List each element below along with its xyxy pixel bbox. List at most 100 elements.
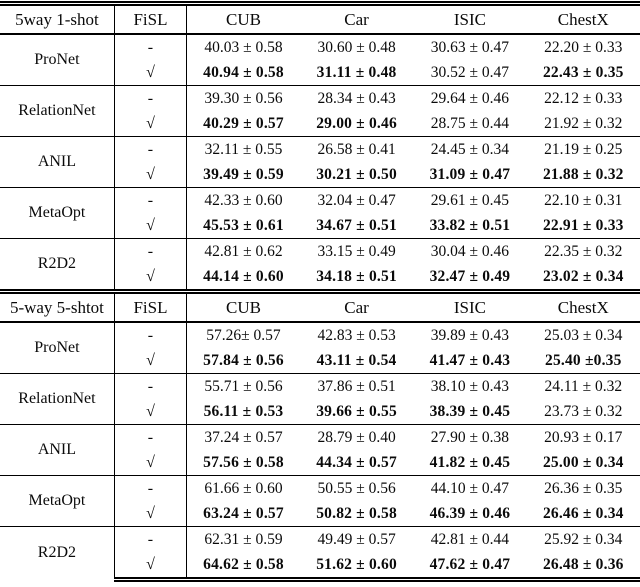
metric-value: 43.11 ± 0.54	[316, 351, 397, 369]
fisl-flag: -	[114, 136, 188, 162]
fisl-flag: -	[114, 373, 188, 399]
metric-value: 32.47 ± 0.49	[429, 267, 511, 285]
fisl-flag: -	[114, 475, 188, 501]
metric-value: 25.00 ± 0.34	[542, 453, 624, 471]
table-row: ANIL - 32.11 ± 0.55 26.58 ± 0.41 24.45 ±…	[0, 136, 640, 188]
metric-value: 25.92 ± 0.34	[526, 526, 640, 552]
table-row: √ 44.14 ± 0.60 34.18 ± 0.51 32.47 ± 0.49…	[0, 264, 640, 292]
method-name: RelationNet	[0, 85, 115, 137]
metric-value: 22.43 ± 0.35	[542, 63, 624, 81]
metric-value: 32.11 ± 0.55	[186, 136, 300, 162]
fisl-flag-check: √	[114, 450, 188, 476]
section2-title: 5-way 5-shtot	[0, 289, 115, 323]
metric-value: 23.73 ± 0.32	[544, 402, 623, 420]
metric-value: 22.10 ± 0.31	[526, 187, 640, 213]
metric-value: 50.55 ± 0.56	[299, 475, 414, 501]
metric-value: 40.94 ± 0.58	[203, 63, 284, 81]
table-row: R2D2 - 62.31 ± 0.59 49.49 ± 0.57 42.81 ±…	[0, 526, 640, 580]
table-row: ProNet - 40.03 ± 0.58 30.60 ± 0.48 30.63…	[0, 34, 640, 86]
dataset-header-cub: CUB	[186, 289, 300, 323]
metric-value: 42.33 ± 0.60	[186, 187, 300, 213]
metric-value: 62.31 ± 0.59	[186, 526, 300, 552]
metric-value: 33.15 ± 0.49	[299, 238, 414, 264]
metric-value: 30.04 ± 0.46	[413, 238, 527, 264]
metric-value: 51.62 ± 0.60	[299, 552, 414, 582]
metric-value: 29.64 ± 0.46	[413, 85, 527, 111]
table-row: √ 63.24 ± 0.57 50.82 ± 0.58 46.39 ± 0.46…	[0, 501, 640, 527]
section2-header-row: 5-way 5-shtot FiSL CUB Car ISIC ChestX	[0, 289, 640, 323]
fisl-flag: -	[114, 424, 188, 450]
metric-value: 33.82 ± 0.51	[429, 216, 511, 234]
checkmark-icon: √	[146, 114, 155, 132]
checkmark-icon: √	[146, 351, 155, 369]
metric-value: 56.11 ± 0.53	[203, 402, 284, 420]
metric-value: 26.36 ± 0.35	[526, 475, 640, 501]
metric-value: 42.81 ± 0.62	[186, 238, 300, 264]
metric-value: 21.88 ± 0.32	[542, 165, 624, 183]
dataset-header-car: Car	[299, 1, 414, 35]
metric-value: 49.49 ± 0.57	[299, 526, 414, 552]
dataset-header-isic: ISIC	[413, 1, 527, 35]
table-row: MetaOpt - 42.33 ± 0.60 32.04 ± 0.47 29.6…	[0, 187, 640, 239]
metric-value: 34.18 ± 0.51	[316, 267, 397, 285]
metric-value: 45.53 ± 0.61	[203, 216, 284, 234]
dataset-header-chestx: ChestX	[526, 289, 640, 323]
table-row: √ 40.94 ± 0.58 31.11 ± 0.48 30.52 ± 0.47…	[0, 60, 640, 86]
metric-value: 42.83 ± 0.53	[317, 326, 396, 344]
method-name: R2D2	[0, 526, 115, 580]
fisl-flag-check: √	[114, 501, 188, 527]
metric-value: 40.03 ± 0.58	[204, 38, 283, 56]
metric-value: 57.26± 0.57	[206, 326, 281, 344]
table-row: RelationNet - 39.30 ± 0.56 28.34 ± 0.43 …	[0, 85, 640, 137]
metric-value: 37.24 ± 0.57	[186, 424, 300, 450]
table-row: RelationNet - 55.71 ± 0.56 37.86 ± 0.51 …	[0, 373, 640, 425]
metric-value: 24.45 ± 0.34	[413, 136, 527, 162]
method-name: ANIL	[0, 424, 115, 476]
metric-value: 64.62 ± 0.58	[186, 552, 300, 582]
fisl-column-header: FiSL	[114, 1, 188, 35]
checkmark-icon: √	[146, 165, 155, 183]
metric-value: 23.02 ± 0.34	[542, 267, 624, 285]
metric-value: 22.91 ± 0.33	[542, 216, 624, 234]
method-name: R2D2	[0, 238, 115, 292]
fisl-flag-check: √	[114, 213, 188, 239]
fisl-column-header: FiSL	[114, 289, 188, 323]
dataset-header-cub: CUB	[186, 1, 300, 35]
metric-value: 57.56 ± 0.58	[203, 453, 284, 471]
metric-value: 39.89 ± 0.43	[430, 326, 510, 344]
metric-value: 30.21 ± 0.50	[316, 165, 397, 183]
fisl-flag-check: √	[114, 552, 188, 582]
metric-value: 21.19 ± 0.25	[526, 136, 640, 162]
method-name: MetaOpt	[0, 475, 115, 527]
metric-value: 28.75 ± 0.44	[430, 114, 510, 132]
table-row: MetaOpt - 61.66 ± 0.60 50.55 ± 0.56 44.1…	[0, 475, 640, 527]
metric-value: 27.90 ± 0.38	[413, 424, 527, 450]
section1-title: 5way 1-shot	[0, 1, 115, 35]
metric-value: 42.81 ± 0.44	[413, 526, 527, 552]
metric-value: 38.39 ± 0.45	[429, 402, 511, 420]
metric-value: 26.46 ± 0.34	[542, 504, 624, 522]
fisl-flag-check: √	[114, 60, 188, 86]
metric-value: 22.35 ± 0.32	[526, 238, 640, 264]
table-row: R2D2 - 42.81 ± 0.62 33.15 ± 0.49 30.04 ±…	[0, 238, 640, 292]
metric-value: 50.82 ± 0.58	[316, 504, 397, 522]
checkmark-icon: √	[146, 267, 155, 285]
metric-value: 30.60 ± 0.48	[317, 38, 396, 56]
metric-value: 30.63 ± 0.47	[430, 38, 510, 56]
table-row: √ 39.49 ± 0.59 30.21 ± 0.50 31.09 ± 0.47…	[0, 162, 640, 188]
metric-value: 39.30 ± 0.56	[186, 85, 300, 111]
metric-value: 37.86 ± 0.51	[299, 373, 414, 399]
checkmark-icon: √	[146, 216, 155, 234]
table-row: √ 45.53 ± 0.61 34.67 ± 0.51 33.82 ± 0.51…	[0, 213, 640, 239]
metric-value: 63.24 ± 0.57	[203, 504, 284, 522]
checkmark-icon: √	[146, 402, 155, 420]
table-row: √ 40.29 ± 0.57 29.00 ± 0.46 28.75 ± 0.44…	[0, 111, 640, 137]
method-name: ANIL	[0, 136, 115, 188]
checkmark-icon: √	[146, 63, 155, 81]
metric-value: 40.29 ± 0.57	[203, 114, 284, 132]
metric-value: 30.52 ± 0.47	[430, 63, 510, 81]
checkmark-icon: √	[146, 453, 155, 471]
metric-value: 21.92 ± 0.32	[544, 114, 623, 132]
metric-value: 57.84 ± 0.56	[203, 351, 284, 369]
metric-value: 22.20 ± 0.33	[544, 38, 623, 56]
